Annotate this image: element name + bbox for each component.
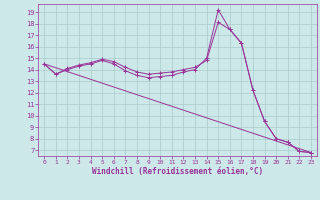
X-axis label: Windchill (Refroidissement éolien,°C): Windchill (Refroidissement éolien,°C) <box>92 167 263 176</box>
